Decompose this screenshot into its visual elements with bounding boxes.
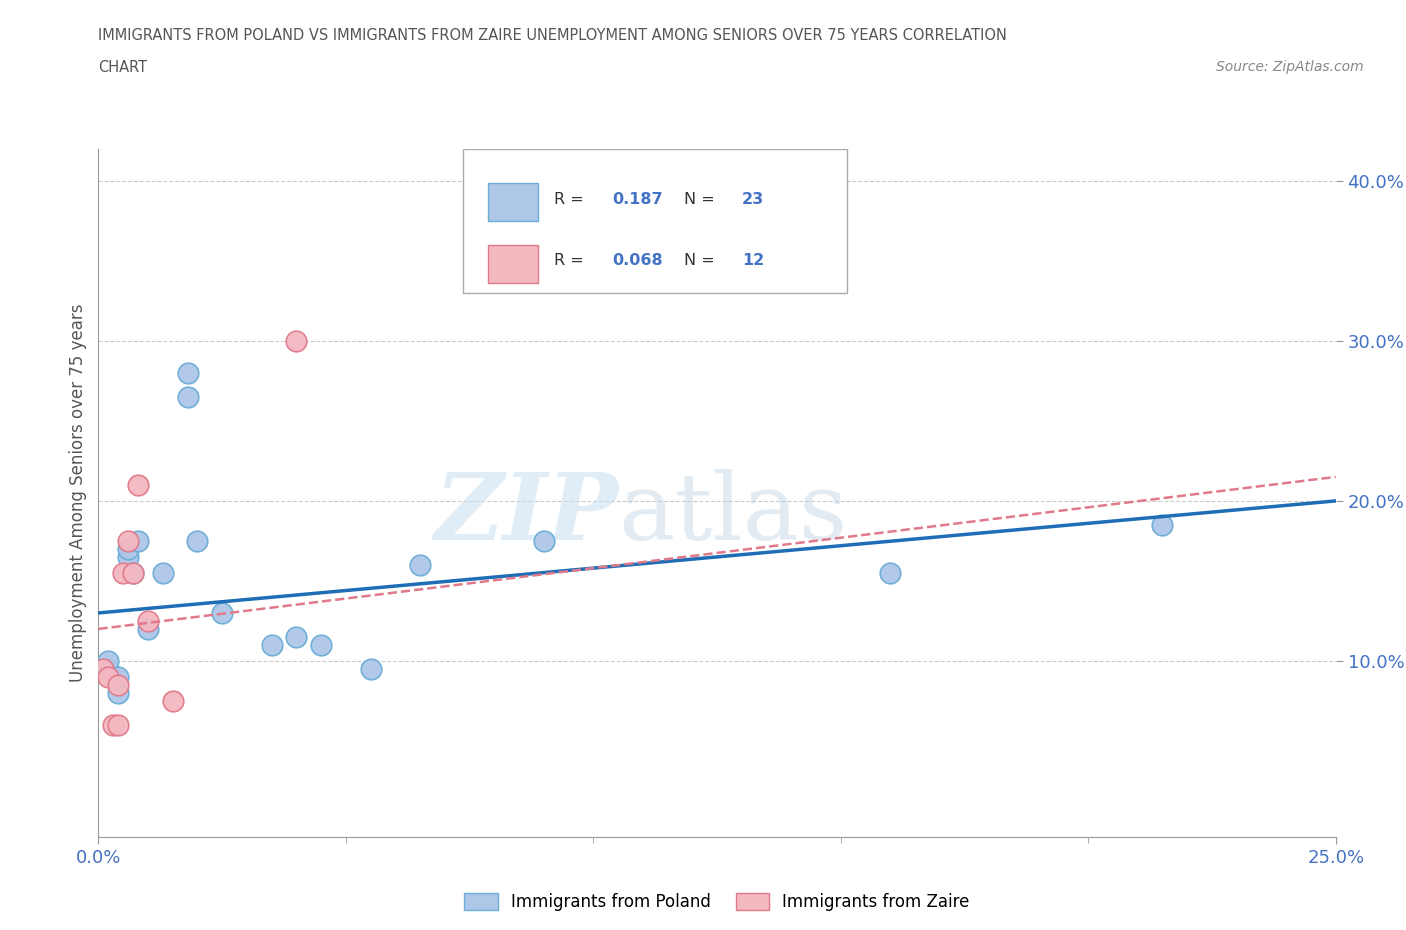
- Point: [162, 694, 184, 709]
- Point: [176, 390, 198, 405]
- Point: [117, 541, 139, 556]
- Legend: Immigrants from Poland, Immigrants from Zaire: Immigrants from Poland, Immigrants from …: [457, 886, 977, 918]
- Point: [879, 565, 901, 580]
- Text: R =: R =: [554, 254, 589, 269]
- Point: [533, 534, 555, 549]
- FancyBboxPatch shape: [464, 149, 846, 293]
- Text: R =: R =: [554, 192, 589, 206]
- Point: [112, 565, 135, 580]
- Point: [152, 565, 174, 580]
- Point: [186, 534, 208, 549]
- Point: [1152, 517, 1174, 532]
- Point: [136, 621, 159, 636]
- Point: [211, 605, 233, 620]
- Text: 23: 23: [742, 192, 763, 206]
- Text: N =: N =: [683, 254, 720, 269]
- Y-axis label: Unemployment Among Seniors over 75 years: Unemployment Among Seniors over 75 years: [69, 304, 87, 682]
- Point: [285, 630, 308, 644]
- Point: [97, 654, 120, 669]
- Point: [97, 670, 120, 684]
- Point: [117, 534, 139, 549]
- Point: [122, 565, 145, 580]
- Point: [176, 365, 198, 380]
- Text: ZIP: ZIP: [434, 469, 619, 559]
- FancyBboxPatch shape: [488, 246, 537, 283]
- Point: [107, 685, 129, 700]
- Text: Source: ZipAtlas.com: Source: ZipAtlas.com: [1216, 60, 1364, 74]
- FancyBboxPatch shape: [488, 183, 537, 221]
- Point: [409, 557, 432, 572]
- Point: [136, 614, 159, 629]
- Text: N =: N =: [683, 192, 720, 206]
- Point: [360, 661, 382, 676]
- Point: [631, 237, 654, 252]
- Text: IMMIGRANTS FROM POLAND VS IMMIGRANTS FROM ZAIRE UNEMPLOYMENT AMONG SENIORS OVER : IMMIGRANTS FROM POLAND VS IMMIGRANTS FRO…: [98, 28, 1007, 43]
- Point: [107, 718, 129, 733]
- Point: [127, 477, 149, 492]
- Point: [107, 678, 129, 693]
- Point: [103, 718, 125, 733]
- Text: 0.187: 0.187: [612, 192, 662, 206]
- Point: [285, 334, 308, 349]
- Text: CHART: CHART: [98, 60, 148, 75]
- Text: 12: 12: [742, 254, 763, 269]
- Point: [309, 637, 332, 652]
- Point: [107, 670, 129, 684]
- Text: atlas: atlas: [619, 469, 848, 559]
- Text: 0.068: 0.068: [612, 254, 662, 269]
- Point: [93, 661, 115, 676]
- Point: [117, 550, 139, 565]
- Point: [260, 637, 283, 652]
- Point: [122, 565, 145, 580]
- Point: [97, 661, 120, 676]
- Point: [127, 534, 149, 549]
